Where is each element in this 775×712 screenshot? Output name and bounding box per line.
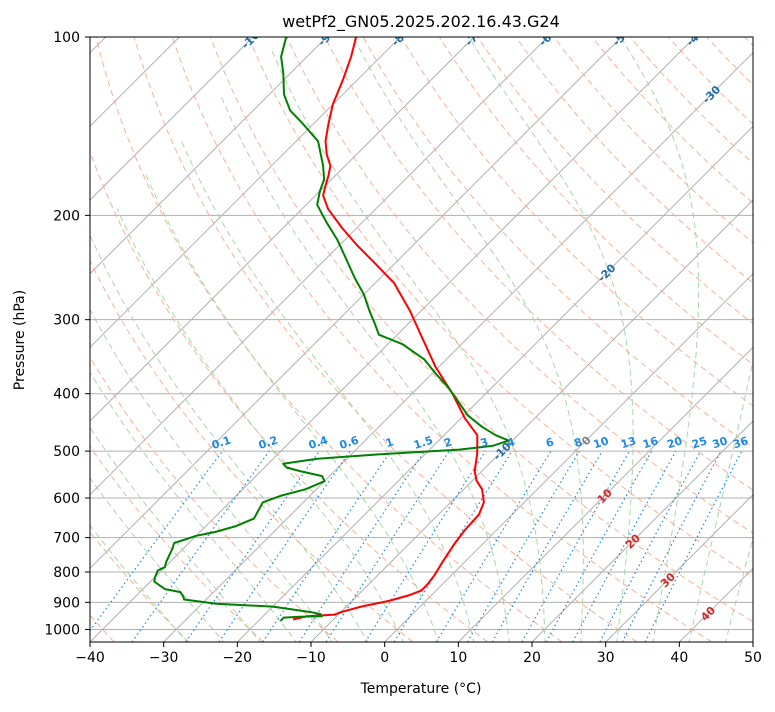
mixing-ratio-line	[132, 451, 269, 642]
mixing-ratio-line	[219, 451, 350, 642]
mixing-ratio-label: 0.4	[307, 433, 330, 451]
y-tick-label: 600	[53, 491, 80, 507]
y-tick-label: 800	[53, 565, 80, 581]
dry-adiabat-line	[592, 37, 775, 642]
moist-adiabat-line	[1, 324, 226, 645]
moist-adiabat-line	[725, 37, 775, 644]
isotherm-line	[0, 37, 253, 642]
x-tick-label: 40	[670, 650, 688, 666]
dry-adiabat-line	[211, 37, 775, 642]
dry-adiabat-line	[707, 37, 775, 642]
adiabat-temperature-label: 10	[595, 486, 615, 506]
x-tick-label: −30	[149, 650, 179, 666]
y-tick-label: 1000	[44, 622, 80, 638]
isotherm-line	[237, 37, 775, 642]
isotherm-line	[532, 37, 775, 642]
mixing-ratio-label: 36	[731, 434, 750, 451]
isotherm-line	[0, 37, 474, 642]
mixing-ratio-label: 0.6	[338, 433, 361, 451]
chart-title: wetPf2_GN05.2025.202.16.43.G24	[282, 12, 560, 32]
y-tick-label: 700	[53, 531, 80, 547]
mixing-ratio-line	[468, 451, 580, 642]
dry-adiabat-line	[439, 37, 775, 642]
mixing-ratio-line	[82, 451, 223, 642]
mixing-ratio-lines	[82, 451, 742, 642]
y-tick-label: 500	[53, 444, 80, 460]
moist-adiabat-line	[354, 37, 584, 644]
isotherm-line	[753, 37, 775, 642]
x-tick-label: −40	[75, 650, 105, 666]
moist-adiabat-line	[469, 37, 633, 644]
dry-adiabat-line	[745, 37, 775, 642]
mixing-ratio-line	[600, 451, 701, 642]
mixing-ratio-label: 6	[544, 435, 556, 450]
y-tick-label: 300	[53, 313, 80, 329]
grid-lines	[0, 37, 775, 642]
moist-adiabats	[0, 37, 775, 644]
moist-adiabat-line	[761, 37, 775, 644]
x-tick-label: 10	[449, 650, 467, 666]
isotherm-line	[385, 37, 775, 642]
x-tick-label: 50	[744, 650, 762, 666]
isotherm-line	[458, 37, 775, 642]
y-tick-label: 400	[53, 387, 80, 403]
mixing-ratio-label: 2	[442, 435, 453, 450]
mixing-ratio-label: 1.5	[412, 434, 435, 452]
y-tick-label: 200	[53, 208, 80, 224]
x-axis-label: Temperature (°C)	[360, 681, 482, 697]
dry-adiabat-line	[554, 37, 775, 642]
isotherm-line	[164, 37, 769, 642]
dry-adiabat-line	[20, 37, 413, 642]
moist-adiabat-line	[145, 174, 439, 645]
x-tick-label: 20	[523, 650, 541, 666]
mixing-ratio-label: 13	[619, 434, 638, 451]
dry-adiabat-line	[0, 37, 189, 642]
moist-adiabat-line	[0, 344, 189, 644]
mixing-ratio-line	[263, 451, 391, 642]
mixing-ratio-line	[326, 451, 449, 642]
dry-adiabat-line	[516, 37, 775, 642]
mixing-ratio-line	[365, 451, 485, 642]
adiabat-temperature-label: -20	[595, 261, 618, 284]
mixing-ratio-label: 25	[690, 434, 709, 451]
x-axis: −40 −30 −20 −10 0 10 20 30 40 50	[75, 642, 762, 666]
dry-adiabat-line	[0, 37, 338, 642]
y-tick-label: 100	[53, 30, 80, 46]
adiabat-temperature-label: -30	[700, 83, 723, 106]
y-axis: 100 200 300 400 500 600 700 800 900 1000	[44, 30, 90, 638]
mixing-ratio-label: 1	[384, 435, 395, 450]
isotherm-line	[679, 37, 775, 642]
mixing-ratio-line	[645, 451, 742, 642]
y-tick-label: 900	[53, 595, 80, 611]
dry-adiabat-line	[668, 37, 775, 642]
moist-adiabat-line	[117, 209, 404, 645]
mixing-ratio-label: 30	[711, 434, 730, 451]
x-tick-label: 0	[380, 650, 389, 666]
mixing-ratio-line	[522, 451, 629, 642]
x-tick-label: −20	[223, 650, 253, 666]
mixing-ratio-label: 0.2	[257, 434, 280, 452]
moist-adiabat-line	[621, 37, 699, 644]
isotherm-line	[0, 37, 327, 642]
x-tick-label: 30	[597, 650, 615, 666]
dry-adiabats	[0, 37, 775, 642]
temperature-line	[293, 37, 484, 620]
mixing-ratio-label: 20	[665, 434, 684, 451]
moist-adiabat-line	[689, 37, 775, 644]
mixing-ratio-label: 16	[641, 434, 660, 451]
isotherm-line	[0, 37, 400, 642]
dry-adiabat-line	[0, 37, 264, 642]
y-axis-label: Pressure (hPa)	[12, 290, 28, 390]
x-tick-label: −10	[296, 650, 326, 666]
mixing-ratio-line	[573, 451, 676, 642]
mixing-ratio-label: 10	[592, 434, 611, 451]
dry-adiabat-line	[134, 37, 637, 642]
moist-adiabat-line	[21, 302, 262, 645]
